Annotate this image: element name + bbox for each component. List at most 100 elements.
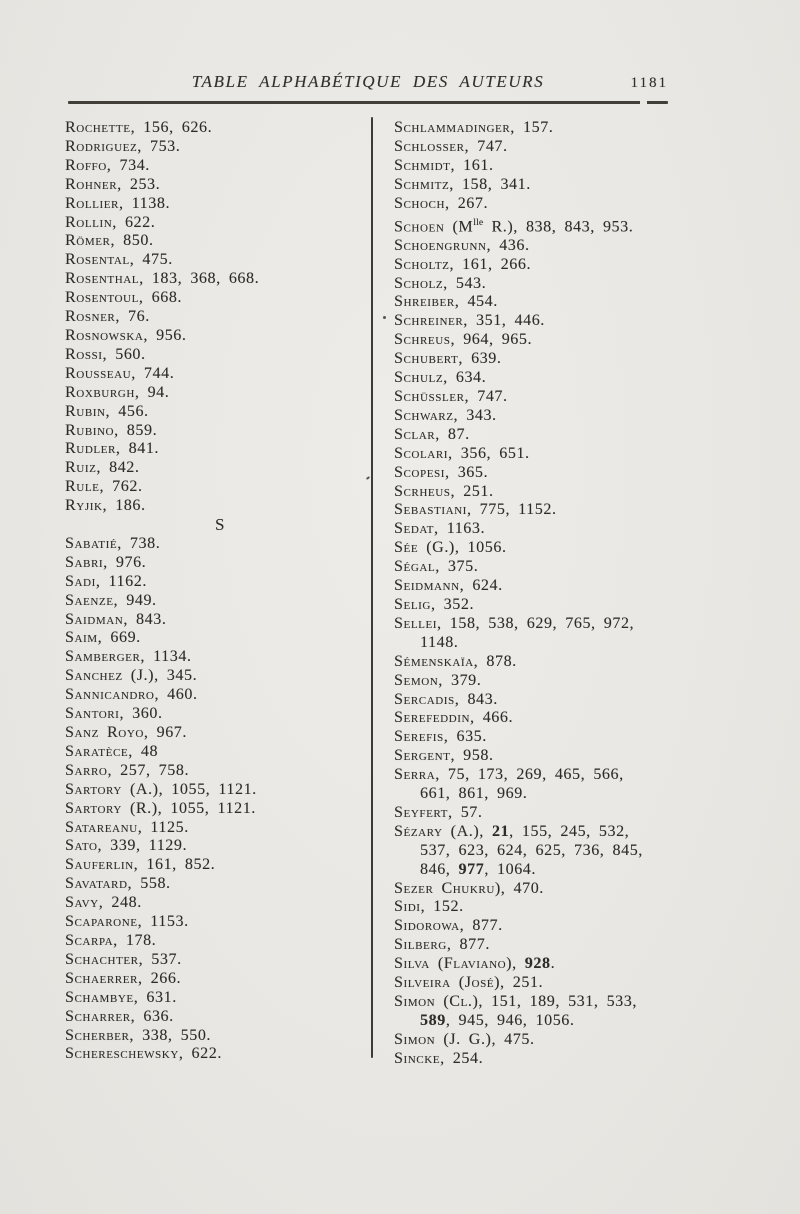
index-entry: Shreiber, 454. [394, 293, 498, 311]
index-entry: Rossi, 560. [65, 345, 146, 363]
index-entry: Semon, 379. [394, 671, 482, 689]
index-entry: Schreus, 964, 965. [394, 331, 533, 349]
index-entry: Saim, 669. [65, 629, 141, 647]
index-entry: Ruiz, 842. [65, 459, 140, 477]
header-rule [68, 101, 668, 104]
index-entry: Rollin, 622. [65, 213, 156, 231]
index-entry: Schulz, 634. [394, 369, 487, 387]
index-entry: Savy, 248. [65, 894, 142, 912]
index-entry: Scharrer, 636. [65, 1007, 174, 1025]
index-entry: Schambye, 631. [65, 988, 177, 1006]
index-entry: Schreiner, 351, 446. [394, 312, 545, 330]
index-entry: Rodriguez, 753. [65, 137, 181, 155]
index-entry: Schlosser, 747. [394, 137, 508, 155]
column-divider [371, 117, 373, 1058]
index-entry: Roffo, 734. [65, 156, 150, 174]
index-entry: Rohner, 253. [65, 175, 161, 193]
index-entry: Savatard, 558. [65, 875, 171, 893]
index-entry: Schmitz, 158, 341. [394, 175, 531, 193]
index-entry: Sercadis, 843. [394, 690, 498, 708]
index-entry: Scopesi, 365. [394, 463, 489, 481]
index-entry: Sedat, 1163. [394, 520, 486, 538]
index-entry: Rochette, 156, 626. [65, 119, 213, 136]
index-entry: Sidorowa, 877. [394, 917, 503, 935]
right-column: Schlammadinger, 157. Schlosser, 747. Schmi… [394, 119, 694, 1069]
index-entry: Sarro, 257, 758. [65, 761, 190, 779]
left-column: Rochette, 156, 626. Rodriguez, 753. Roffo,… [65, 119, 353, 1064]
index-entry: Schmidt, 161. [394, 156, 494, 174]
index-entry: Römer, 850. [65, 232, 154, 250]
index-entry: Schoengrunn, 436. [394, 236, 530, 254]
page-header: TABLE ALPHABÉTIQUE DES AUTEURS 1181 [68, 72, 668, 98]
index-entry: Sézary (A.), 21, 155, 245, 532, 537, 623,… [394, 822, 643, 878]
page-number: 1181 [630, 75, 668, 91]
section-heading: S [214, 515, 226, 535]
index-entry: Scarpa, 178. [65, 931, 157, 949]
index-entry: Sadi, 1162. [65, 572, 147, 590]
index-entry: Silva (Flaviano), 928. [394, 955, 556, 973]
index-entry: Selig, 352. [394, 595, 475, 613]
index-entry: Rosnowska, 956. [65, 326, 187, 344]
scan-speck [365, 476, 371, 480]
index-entry: Sidi, 152. [394, 898, 464, 916]
index-entry: Scaparone, 1153. [65, 913, 189, 931]
index-entry: Sanchez (J.), 345. [65, 667, 198, 685]
index-entry: Rosenthal, 183, 368, 668. [65, 270, 260, 288]
index-entry: Rosentoul, 668. [65, 289, 183, 307]
scan-speck [383, 316, 386, 319]
index-entry: Simon (Cl.), 151, 189, 531, 533, 589, 945… [394, 993, 637, 1029]
index-entry: Sée (G.), 1056. [394, 539, 507, 557]
index-entry: Sellei, 158, 538, 629, 765, 972, 1148. [394, 614, 635, 651]
index-entry: Rudler, 841. [65, 440, 160, 458]
index-entry: Schoen (Mlle R.), 838, 843, 953. [394, 217, 634, 235]
index-entry: Scrheus, 251. [394, 482, 494, 500]
index-entry: Schachter, 537. [65, 950, 182, 968]
index-entry: Sebastiani, 775, 1152. [394, 501, 557, 519]
index-entry: Sincke, 254. [394, 1049, 484, 1067]
index-entry: Satareanu, 1125. [65, 818, 189, 836]
index-entry: Saratèce, 48 [65, 742, 159, 760]
index-entry: Sémenskaïa, 878. [394, 652, 517, 670]
index-entry: Ségal, 375. [394, 558, 479, 576]
index-entry: Rosental, 475. [65, 251, 173, 269]
index-entry: Silveira (José), 251. [394, 974, 544, 992]
index-entry: Saidman, 843. [65, 610, 167, 628]
index-entry: Sabatié, 738. [65, 534, 161, 552]
index-entry: Sabri, 976. [65, 553, 147, 571]
index-entry: Sergent, 958. [394, 747, 494, 765]
index-entry: Serefeddin, 466. [394, 709, 514, 727]
index-entry: Simon (J. G.), 475. [394, 1030, 535, 1048]
index-entry: Scherber, 338, 550. [65, 1026, 212, 1044]
index-entry: Serefis, 635. [394, 728, 487, 746]
index-entry: Rubin, 456. [65, 402, 149, 420]
index-entry: Rosner, 76. [65, 308, 150, 326]
index-entry: Rule, 762. [65, 478, 143, 496]
index-entry: Samberger, 1134. [65, 648, 192, 666]
index-entry: Rousseau, 744. [65, 364, 175, 382]
index-entry: Schubert, 639. [394, 350, 502, 368]
index-entry: Saenze, 949. [65, 591, 157, 609]
index-entry: Schaerrer, 266. [65, 969, 182, 987]
index-entry: Seyfert, 57. [394, 803, 483, 821]
index-entry: Sanz Royo, 967. [65, 724, 188, 741]
index-entry: Schereschewsky, 622. [65, 1045, 222, 1063]
index-entry: Sclar, 87. [394, 425, 470, 443]
index-entry: Sartory (R.), 1055, 1121. [65, 799, 256, 817]
page-title: TABLE ALPHABÉTIQUE DES AUTEURS [191, 72, 545, 91]
index-entry: Silberg, 877. [394, 936, 490, 954]
index-entry: Sartory (A.), 1055, 1121. [65, 780, 257, 798]
index-entry: Seidmann, 624. [394, 577, 503, 595]
index-entry: Schoch, 267. [394, 194, 489, 212]
index-entry: Sezer Chukru), 470. [394, 879, 544, 897]
index-entry: Ryjik, 186. [65, 497, 146, 515]
index-entry: Sannicandro, 460. [65, 686, 198, 704]
index-entry: Sato, 339, 1129. [65, 837, 188, 855]
index-entry: Sauferlin, 161, 852. [65, 856, 216, 874]
index-entry: Schwarz, 343. [394, 406, 497, 424]
index-entry: Santori, 360. [65, 705, 163, 723]
index-entry: Scholz, 543. [394, 274, 487, 292]
index-entry: Scholtz, 161, 266. [394, 255, 532, 273]
index-entry: Roxburgh, 94. [65, 383, 170, 401]
index-entry: Scolari, 356, 651. [394, 444, 530, 462]
